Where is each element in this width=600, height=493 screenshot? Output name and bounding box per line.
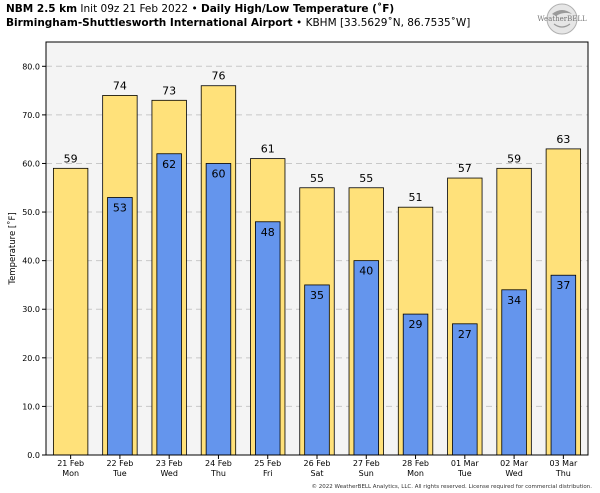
y-tick-label: 70.0 xyxy=(22,111,40,120)
x-tick-label-day: Tue xyxy=(457,469,472,478)
high-value-label: 59 xyxy=(507,152,521,165)
x-tick-label-date: 01 Mar xyxy=(451,459,480,468)
x-tick-label-date: 23 Feb xyxy=(156,459,183,468)
y-tick-label: 80.0 xyxy=(22,62,40,71)
logo-text: WeatherBELL xyxy=(537,15,587,23)
x-tick-label-date: 02 Mar xyxy=(500,459,529,468)
low-value-label: 40 xyxy=(359,265,373,278)
chart-subtitle: Birmingham-Shuttlesworth International A… xyxy=(6,17,470,29)
model-name: NBM 2.5 km xyxy=(6,3,78,15)
low-value-label: 60 xyxy=(211,167,225,180)
low-value-label: 27 xyxy=(458,328,472,341)
high-value-label: 59 xyxy=(64,152,78,165)
low-bar xyxy=(304,284,330,456)
x-tick-label-day: Sun xyxy=(359,469,374,478)
high-bar xyxy=(52,167,89,456)
y-tick-label: 10.0 xyxy=(22,402,40,411)
low-bar xyxy=(205,163,232,456)
y-tick-label: 20.0 xyxy=(22,354,40,363)
low-bar xyxy=(255,221,281,456)
y-axis-label: Temperature [˚F] xyxy=(7,212,18,285)
low-value-label: 29 xyxy=(409,318,423,331)
x-tick-label-date: 21 Feb xyxy=(57,459,84,468)
x-tick-label-date: 03 Mar xyxy=(549,459,578,468)
low-bar xyxy=(107,197,133,456)
low-bar xyxy=(501,289,527,456)
x-tick-label-day: Thu xyxy=(210,469,226,478)
low-value-label: 48 xyxy=(261,226,275,239)
x-tick-label-day: Fri xyxy=(263,469,273,478)
title-separator: • xyxy=(191,3,198,15)
y-tick-label: 0.0 xyxy=(27,451,40,460)
low-value-label: 37 xyxy=(556,279,570,292)
x-tick-label-date: 27 Feb xyxy=(353,459,380,468)
x-tick-label-date: 24 Feb xyxy=(205,459,232,468)
x-tick-label-day: Thu xyxy=(555,469,571,478)
station-info: KBHM [33.5629˚N, 86.7535˚W] xyxy=(305,17,471,29)
y-tick-label: 30.0 xyxy=(22,305,40,314)
high-value-label: 73 xyxy=(162,84,176,97)
x-tick-label-date: 25 Feb xyxy=(254,459,281,468)
x-tick-label-day: Wed xyxy=(505,469,522,478)
x-tick-label-date: 28 Feb xyxy=(402,459,429,468)
high-value-label: 76 xyxy=(211,70,225,83)
low-bar xyxy=(452,323,478,456)
low-bar xyxy=(550,274,577,456)
high-value-label: 55 xyxy=(359,172,373,185)
low-bar xyxy=(156,153,182,456)
x-tick-label-day: Sat xyxy=(310,469,323,478)
low-bar xyxy=(402,313,429,456)
init-time: Init 09z 21 Feb 2022 xyxy=(80,3,189,15)
low-value-label: 62 xyxy=(162,158,176,171)
plot-frame xyxy=(45,41,589,456)
location-name: Birmingham-Shuttlesworth International A… xyxy=(6,17,293,29)
high-value-label: 55 xyxy=(310,172,324,185)
x-tick-label-day: Mon xyxy=(62,469,79,478)
x-tick-label-day: Mon xyxy=(407,469,424,478)
low-value-label: 53 xyxy=(113,201,127,214)
chart-title: NBM 2.5 km Init 09z 21 Feb 2022 • Daily … xyxy=(6,3,394,15)
high-value-label: 63 xyxy=(556,133,570,146)
high-value-label: 57 xyxy=(458,162,472,175)
y-tick-label: 60.0 xyxy=(22,159,40,168)
high-value-label: 61 xyxy=(261,143,275,156)
weatherbell-logo: WeatherBELL xyxy=(537,3,587,35)
copyright-footer: © 2022 WeatherBELL Analytics, LLC. All r… xyxy=(311,484,592,490)
x-tick-label-date: 22 Feb xyxy=(106,459,133,468)
product-name: Daily High/Low Temperature (˚F) xyxy=(201,3,395,15)
title-separator-2: • xyxy=(296,17,303,29)
high-value-label: 74 xyxy=(113,79,127,92)
high-value-label: 51 xyxy=(409,191,423,204)
y-tick-label: 40.0 xyxy=(22,257,40,266)
low-bar xyxy=(353,260,379,456)
low-value-label: 35 xyxy=(310,289,324,302)
low-value-label: 34 xyxy=(507,294,521,307)
x-tick-label-day: Wed xyxy=(160,469,177,478)
x-tick-label-date: 26 Feb xyxy=(304,459,331,468)
x-tick-label-day: Tue xyxy=(112,469,127,478)
y-tick-label: 50.0 xyxy=(22,208,40,217)
